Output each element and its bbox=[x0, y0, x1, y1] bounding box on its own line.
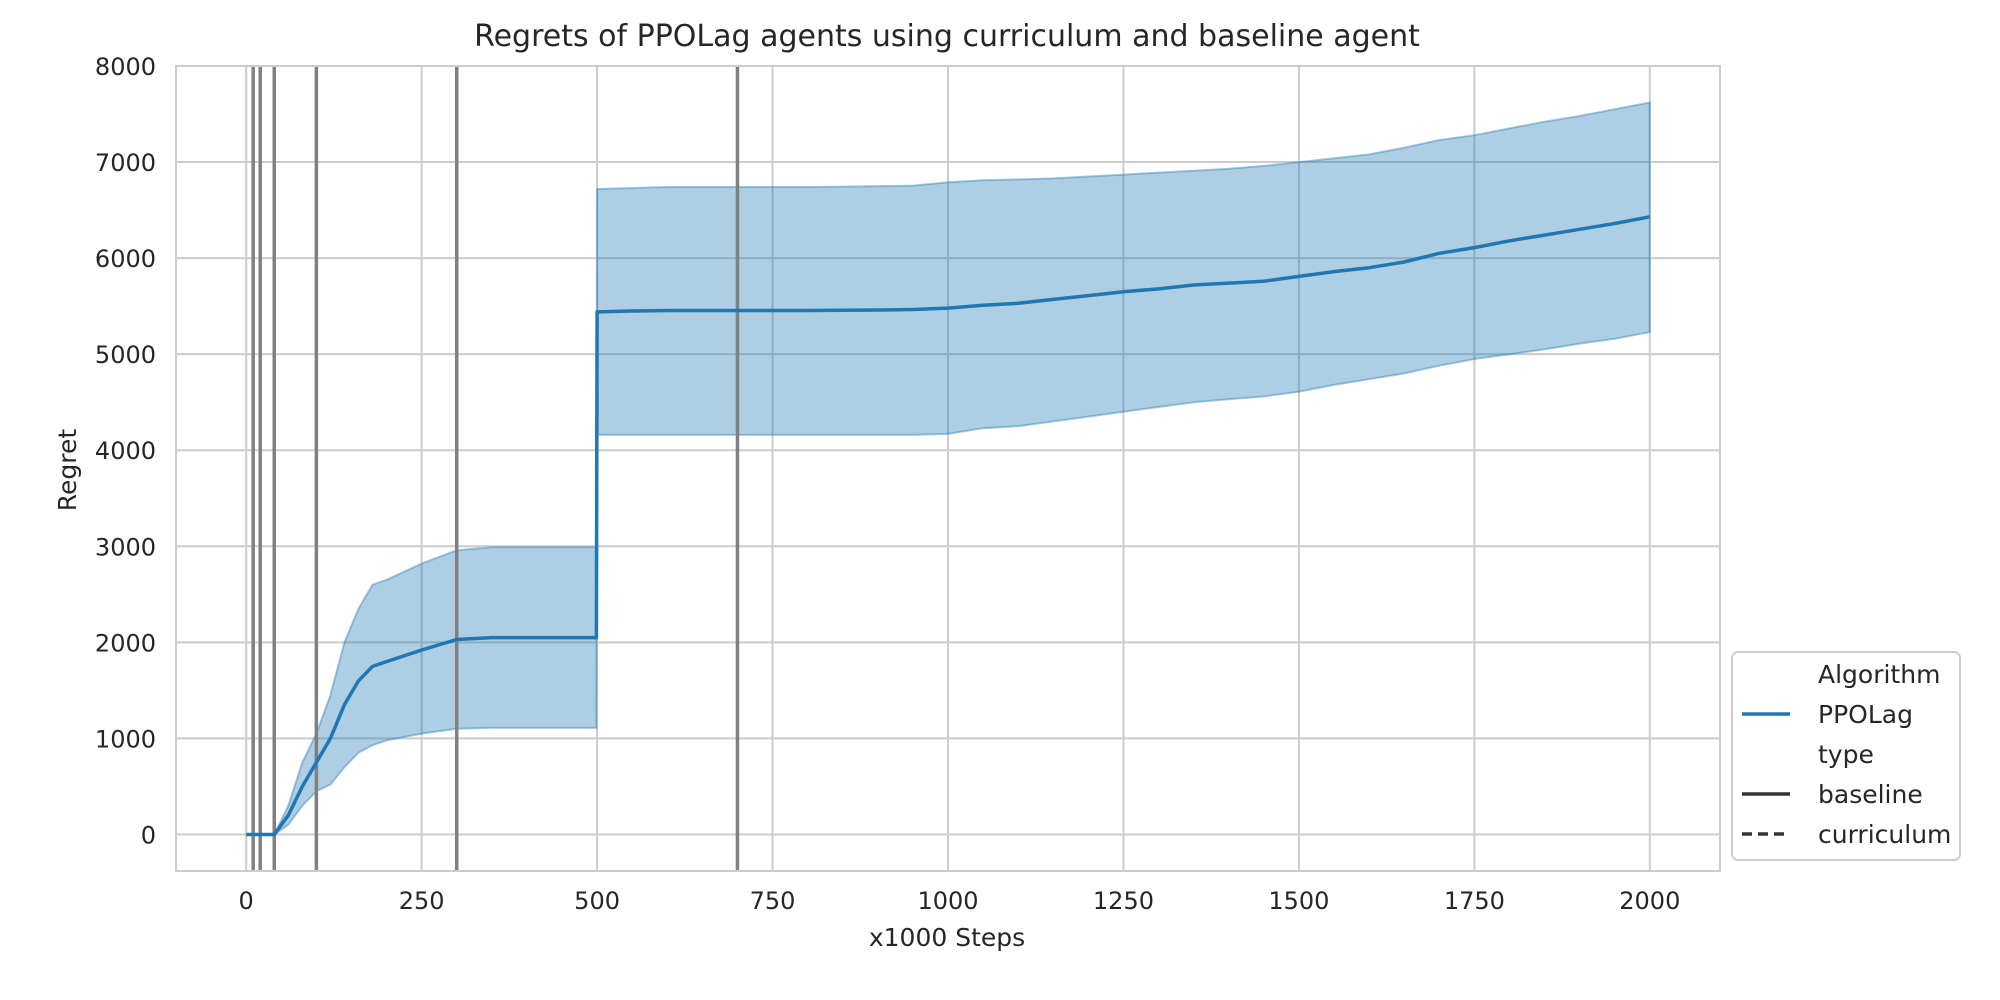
x-tick-label: 1750 bbox=[1444, 887, 1505, 915]
x-tick-label: 500 bbox=[574, 887, 620, 915]
y-tick-label: 5000 bbox=[95, 341, 156, 369]
legend: Algorithm PPOLag type baseline curriculum bbox=[1731, 651, 1961, 861]
x-tick-label: 750 bbox=[750, 887, 796, 915]
x-axis-label: x1000 Steps bbox=[869, 923, 1025, 952]
y-axis-label: Regret bbox=[53, 429, 82, 512]
x-tick-label: 1500 bbox=[1268, 887, 1329, 915]
legend-label: Algorithm bbox=[1818, 660, 1940, 689]
legend-label: baseline bbox=[1818, 780, 1923, 809]
y-tick-label: 3000 bbox=[95, 533, 156, 561]
x-tick-label: 1000 bbox=[917, 887, 978, 915]
legend-label: type bbox=[1818, 740, 1874, 769]
y-tick-label: 1000 bbox=[95, 725, 156, 753]
series-line bbox=[246, 215, 1651, 837]
y-tick-label: 7000 bbox=[95, 149, 156, 177]
legend-label: PPOLag bbox=[1818, 700, 1913, 729]
tick-labels: 0 250 500 750 1000 1250 1500 1750 2000 0 1000 2000 3… bbox=[95, 53, 1680, 915]
y-tick-label: 6000 bbox=[95, 245, 156, 273]
x-tick-label: 250 bbox=[399, 887, 445, 915]
legend-frame bbox=[1731, 651, 1961, 861]
x-tick-label: 2000 bbox=[1619, 887, 1680, 915]
x-tick-label: 0 bbox=[239, 887, 254, 915]
vertical-markers bbox=[251, 66, 740, 871]
y-tick-label: 4000 bbox=[95, 437, 156, 465]
legend-label: curriculum bbox=[1818, 820, 1951, 849]
series-lines bbox=[246, 215, 1651, 837]
chart-title: Regrets of PPOLag agents using curriculu… bbox=[474, 19, 1420, 54]
y-tick-label: 8000 bbox=[95, 53, 156, 81]
y-tick-label: 2000 bbox=[95, 629, 156, 657]
x-tick-label: 1250 bbox=[1093, 887, 1154, 915]
plot-frame bbox=[175, 65, 1721, 872]
y-tick-label: 0 bbox=[141, 821, 156, 849]
